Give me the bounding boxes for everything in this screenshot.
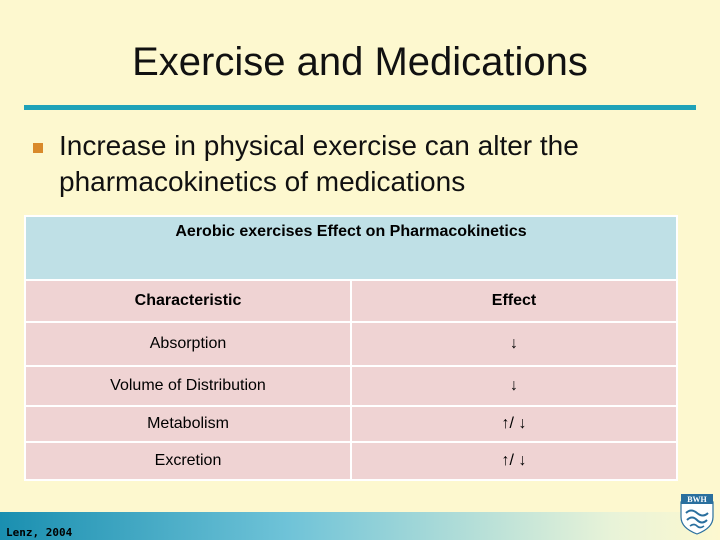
table-row: Absorption ↓ (24, 321, 678, 367)
footer-bar (0, 512, 720, 540)
row-characteristic: Excretion (24, 441, 352, 481)
slide-title: Exercise and Medications (132, 40, 588, 84)
bullet-square-icon (33, 143, 43, 153)
row-characteristic: Volume of Distribution (24, 365, 352, 407)
row-effect: ↑/ ↓ (350, 441, 678, 481)
logo-text: BWH (687, 495, 707, 504)
row-effect: ↓ (350, 365, 678, 407)
bullet-text: Increase in physical exercise can alter … (59, 130, 579, 197)
shield-icon: BWH (680, 494, 714, 535)
citation: Lenz, 2004 (6, 526, 73, 539)
row-characteristic: Absorption (24, 321, 352, 367)
pharmacokinetics-table: Aerobic exercises Effect on Pharmacokine… (24, 215, 678, 481)
table-header-row: Characteristic Effect (24, 279, 678, 323)
title-divider (24, 105, 696, 110)
table-row: Volume of Distribution ↓ (24, 365, 678, 407)
table-row: Metabolism ↑/ ↓ (24, 405, 678, 443)
header-effect: Effect (350, 279, 678, 323)
table-row: Excretion ↑/ ↓ (24, 441, 678, 481)
row-characteristic: Metabolism (24, 405, 352, 443)
table-caption: Aerobic exercises Effect on Pharmacokine… (24, 215, 678, 281)
header-characteristic: Characteristic (24, 279, 352, 323)
row-effect: ↑/ ↓ (350, 405, 678, 443)
row-effect: ↓ (350, 321, 678, 367)
